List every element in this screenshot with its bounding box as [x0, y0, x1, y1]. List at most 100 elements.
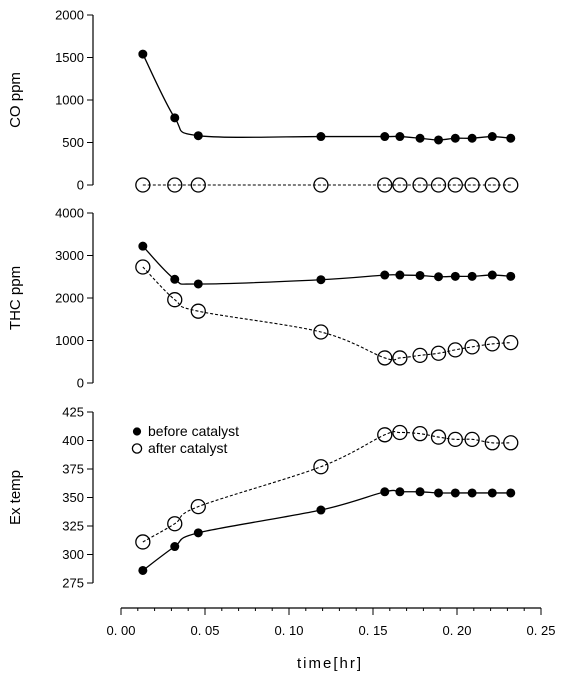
thc-before-point: [415, 270, 425, 280]
legend-before-label: before catalyst: [148, 423, 239, 439]
co-after-point: [377, 177, 393, 193]
co-y-tick-label: 0: [77, 178, 84, 193]
temp-y-tick-label: 425: [62, 405, 84, 420]
temp-before-point: [170, 542, 180, 552]
temp-before-point: [380, 487, 390, 497]
thc-before-point: [380, 270, 390, 280]
thc-y-axis-title: THC ppm: [7, 266, 24, 330]
temp-before-point: [316, 505, 326, 515]
co-y-tick-label: 1000: [55, 93, 84, 108]
legend-after-marker: [131, 443, 143, 454]
co-after-point: [313, 177, 329, 193]
co-after-point: [167, 177, 183, 193]
x-tick-label: 0. 15: [359, 623, 388, 638]
thc-after-point: [135, 259, 151, 275]
temp-after-point: [447, 431, 463, 448]
thc-after-series-line: [142, 266, 511, 361]
x-tick-label: 0. 05: [191, 623, 220, 638]
co-after-point: [190, 177, 206, 193]
x-tick-label: 0. 00: [107, 623, 136, 638]
temp-after-point: [464, 431, 480, 448]
thc-before-point: [316, 275, 326, 285]
thc-before-point: [434, 272, 444, 282]
thc-before-point: [450, 271, 460, 281]
thc-after-point: [430, 345, 447, 361]
temp-after-point: [135, 534, 151, 550]
temp-y-tick-label: 375: [62, 462, 84, 477]
thc-before-point: [487, 270, 497, 280]
temp-after-point: [503, 435, 519, 451]
temp-y-tick-label: 325: [62, 519, 84, 534]
thc-after-point: [167, 292, 183, 308]
x-tick-label: 0. 20: [443, 623, 472, 638]
temp-before-point: [193, 528, 203, 538]
co-before-series-line: [142, 53, 511, 141]
x-tick-label: 0. 10: [275, 623, 304, 638]
co-after-point: [135, 177, 151, 193]
thc-y-tick-label: 4000: [55, 206, 84, 221]
thc-y-tick-label: 3000: [55, 248, 84, 263]
legend-before-marker: [132, 427, 142, 436]
temp-after-point: [167, 516, 183, 532]
thc-before-point: [193, 279, 203, 289]
x-axis: 0. 00 0. 05 0. 10 0. 15 0. 20 0. 25: [107, 607, 556, 638]
co-before-point: [193, 131, 203, 141]
co-before-point: [415, 133, 425, 143]
thc-before-point: [138, 241, 148, 251]
thc-y-tick-label: 2000: [55, 291, 84, 306]
temp-after-point: [430, 429, 447, 445]
temp-before-point: [506, 488, 516, 498]
co-before-point: [138, 49, 148, 59]
thc-after-point: [412, 347, 428, 364]
legend-after-label: after catalyst: [148, 440, 227, 456]
co-before-point: [434, 135, 444, 145]
co-y-tick-label: 2000: [55, 8, 84, 23]
thc-after-point: [313, 324, 329, 340]
temp-after-point: [484, 435, 500, 451]
temp-y-tick-label: 275: [62, 576, 84, 591]
co-before-point: [316, 132, 326, 142]
thc-after-point: [190, 303, 206, 319]
x-axis-title: time[hr]: [297, 655, 363, 672]
co-before-point: [506, 133, 516, 143]
temp-before-point: [467, 488, 477, 498]
co-before-point: [487, 132, 497, 142]
thc-after-point: [377, 350, 393, 366]
co-before-point: [450, 133, 460, 143]
co-after-point: [430, 177, 447, 193]
temp-after-point: [190, 498, 206, 515]
thc-y-tick-label: 0: [77, 376, 84, 391]
temp-before-point: [415, 487, 425, 497]
x-tick-label: 0. 25: [527, 623, 556, 638]
co-before-point: [170, 113, 180, 123]
thc-before-point: [506, 271, 516, 281]
temp-after-point: [377, 427, 393, 443]
co-before-point: [467, 133, 477, 143]
co-after-point: [412, 177, 428, 193]
co-y-axis-title: CO ppm: [7, 72, 24, 128]
temp-after-point: [392, 424, 408, 441]
thc-after-point: [503, 334, 519, 351]
panels-layer: 0 500 1000 1500 2000 CO ppm 0 1000 2000 3000 4000 T…: [7, 8, 519, 591]
temp-y-tick-label: 350: [62, 490, 84, 505]
thc-before-point: [170, 274, 180, 284]
co-after-point: [484, 177, 500, 193]
thc-before-point: [395, 270, 405, 280]
co-before-point: [380, 132, 390, 142]
temp-before-point: [450, 488, 460, 498]
temp-before-point: [138, 565, 148, 575]
panel-temp: 275 300 325 350 375 400 425 Ex temp: [7, 405, 519, 591]
co-after-point: [464, 177, 480, 193]
thc-before-point: [467, 271, 477, 281]
thc-after-point: [447, 342, 463, 358]
temp-after-point: [412, 426, 428, 442]
co-y-tick-label: 500: [62, 135, 84, 150]
temp-before-point: [395, 487, 405, 497]
temp-y-tick-label: 400: [62, 433, 84, 448]
co-y-tick-label: 1500: [55, 50, 84, 65]
thc-after-point: [392, 350, 408, 366]
thc-y-tick-label: 1000: [55, 333, 84, 348]
temp-before-point: [487, 488, 497, 498]
